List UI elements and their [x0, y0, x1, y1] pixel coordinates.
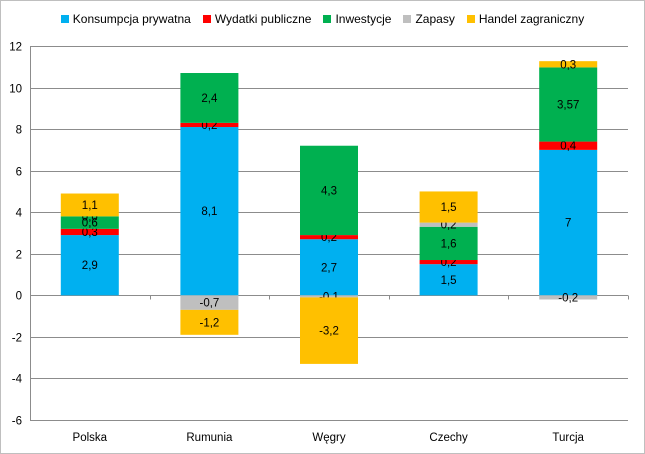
- data-label: -3,2: [319, 326, 339, 338]
- y-tick-label: -6: [12, 416, 22, 428]
- data-label: 0,2: [441, 257, 457, 269]
- bar-segment: [60, 228, 119, 236]
- data-label: 0,3: [82, 227, 98, 239]
- data-label: -1,2: [199, 317, 219, 329]
- x-tick-label: Polska: [73, 432, 108, 444]
- legend-item: Handel zagraniczny: [466, 12, 585, 26]
- data-label: 0,6: [82, 218, 98, 230]
- legend-swatch: [202, 15, 211, 23]
- data-label: 0,2: [441, 220, 457, 232]
- data-label: 2,4: [201, 93, 218, 105]
- y-tick-label: 2: [16, 250, 22, 262]
- legend-swatch: [466, 15, 475, 23]
- legend-item: Zapasy: [403, 12, 455, 26]
- bar-segment: [60, 193, 119, 217]
- bar-segment: [419, 260, 478, 265]
- bar-segment: [539, 67, 598, 142]
- bar-segment: [539, 149, 598, 296]
- y-tick-label: 0: [16, 291, 22, 303]
- data-label: 7: [565, 218, 571, 230]
- bar-segment: [300, 295, 358, 298]
- data-label: 8,1: [201, 206, 217, 218]
- legend-item: Wydatki publiczne: [202, 12, 312, 26]
- legend-swatch: [60, 15, 69, 23]
- x-tick-label: Czechy: [429, 432, 468, 444]
- bar-segment: [419, 222, 478, 227]
- bar-segment: [300, 235, 358, 240]
- data-label: 0,4: [560, 141, 577, 153]
- bar-segment: [419, 264, 478, 296]
- x-tick-label: Węgry: [312, 432, 345, 444]
- bar-segment: [419, 191, 478, 223]
- data-label: 0,2: [321, 232, 337, 244]
- legend-label: Wydatki publiczne: [214, 12, 312, 26]
- data-label: 1,1: [82, 200, 98, 212]
- y-tick-label: 6: [16, 167, 22, 179]
- bar-segment: [539, 141, 598, 150]
- bar-segment: [180, 295, 239, 310]
- data-label: 0,3: [560, 59, 576, 71]
- bar-segment: [539, 295, 598, 300]
- y-tick-label: -4: [12, 374, 23, 386]
- bar-segment: [180, 122, 239, 128]
- x-tick-label: Rumunia: [186, 432, 233, 444]
- bar-segment: [180, 309, 239, 335]
- legend-item: Inwestycje: [323, 12, 391, 26]
- y-tick-label: 10: [9, 84, 22, 96]
- legend-label: Zapasy: [415, 12, 455, 26]
- data-label: 0,2: [201, 120, 217, 132]
- data-label: 1,6: [441, 238, 457, 250]
- bar-segment: [419, 226, 478, 261]
- data-label: -0,7: [199, 298, 219, 310]
- data-label: 1,5: [441, 202, 457, 214]
- bar-segment: [180, 73, 239, 123]
- data-label: 2,7: [321, 262, 337, 274]
- legend: Konsumpcja prywatna Wydatki publiczne Inwe…: [0, 12, 645, 26]
- y-tick-label: 4: [16, 208, 23, 220]
- data-label: 4,3: [321, 185, 337, 197]
- legend-label: Handel zagraniczny: [478, 12, 585, 26]
- legend-swatch: [403, 15, 412, 23]
- y-tick-label: 8: [16, 125, 22, 137]
- legend-label: Inwestycje: [335, 12, 392, 26]
- legend-item: Konsumpcja prywatna: [60, 12, 191, 26]
- bar-segment: [300, 239, 358, 296]
- y-tick-label: -2: [12, 333, 22, 345]
- legend-label: Konsumpcja prywatna: [72, 12, 191, 26]
- legend-swatch: [323, 15, 332, 23]
- bar-segment: [300, 297, 358, 364]
- bar-segment: [180, 127, 239, 296]
- x-tick-label: Turcja: [552, 432, 584, 444]
- y-tick-label: 12: [9, 42, 22, 54]
- bar-segment: [539, 61, 598, 68]
- data-label: 3,57: [557, 99, 579, 111]
- data-label: 1,5: [441, 275, 457, 287]
- data-label: -0,2: [558, 292, 578, 304]
- bar-segment: [60, 216, 119, 229]
- data-label: 2,9: [82, 260, 98, 272]
- bar-segment: [300, 145, 358, 236]
- bar-segment: [60, 235, 119, 296]
